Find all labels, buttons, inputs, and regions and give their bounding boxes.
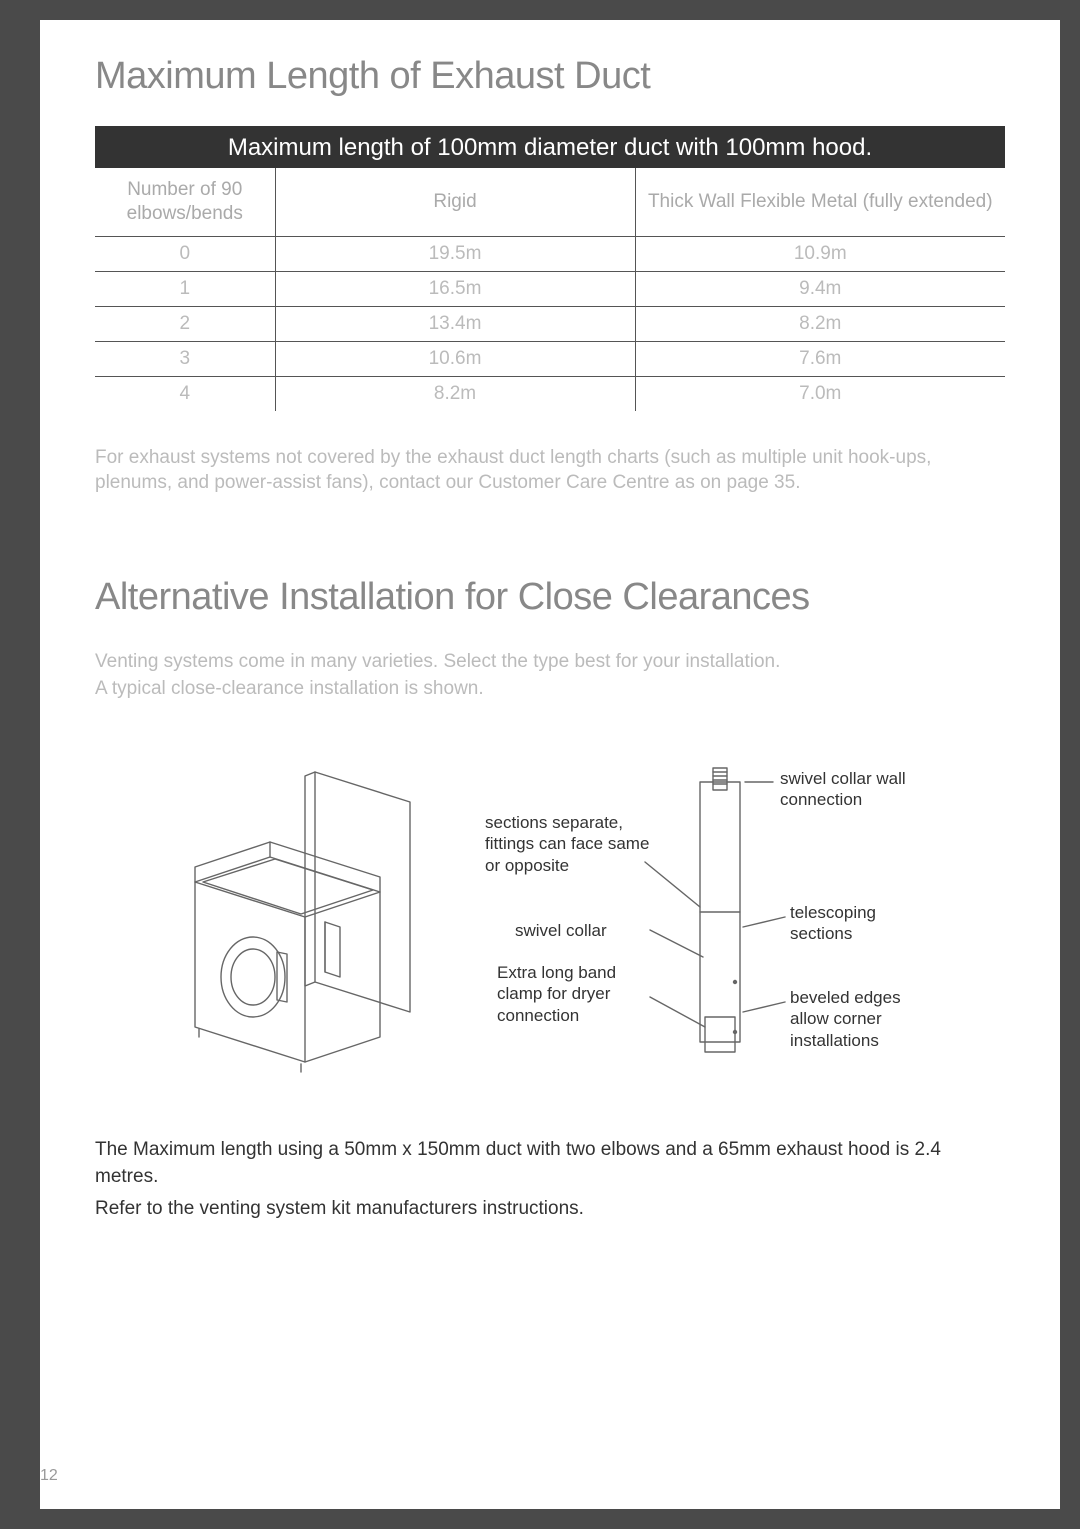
cell: 2: [95, 306, 275, 341]
cell: 4: [95, 376, 275, 411]
intro-line-1: Venting systems come in many varieties. …: [95, 649, 1005, 675]
cell: 3: [95, 341, 275, 376]
col-header-flexible: Thick Wall Flexible Metal (fully extende…: [635, 168, 1005, 236]
label-extra-long-clamp: Extra long band clamp for dryer connecti…: [497, 962, 627, 1026]
cell: 9.4m: [635, 271, 1005, 306]
table-header-row: Number of 90 elbows/bends Rigid Thick Wa…: [95, 168, 1005, 236]
table-row: 2 13.4m 8.2m: [95, 306, 1005, 341]
cell: 16.5m: [275, 271, 635, 306]
col-header-elbows: Number of 90 elbows/bends: [95, 168, 275, 236]
cell: 10.6m: [275, 341, 635, 376]
dryer-illustration: [175, 762, 435, 1082]
table-row: 4 8.2m 7.0m: [95, 376, 1005, 411]
diagram-area: sections separate, fittings can face sam…: [95, 762, 1005, 1082]
periscope-diagram: sections separate, fittings can face sam…: [485, 762, 925, 1082]
label-swivel-collar: swivel collar: [515, 920, 607, 941]
label-swivel-wall: swivel collar wall connection: [780, 768, 920, 811]
page-number: 12: [40, 1467, 58, 1485]
table-title: Maximum length of 100mm diameter duct wi…: [95, 128, 1005, 168]
cell: 7.6m: [635, 341, 1005, 376]
heading-alt-install: Alternative Installation for Close Clear…: [95, 576, 1005, 619]
note-after-table: For exhaust systems not covered by the e…: [95, 445, 1005, 496]
cell: 7.0m: [635, 376, 1005, 411]
bottom-paragraph-2: Refer to the venting system kit manufact…: [95, 1196, 1005, 1223]
label-sections-separate: sections separate, fittings can face sam…: [485, 812, 650, 876]
bottom-paragraph-1: The Maximum length using a 50mm x 150mm …: [95, 1137, 1005, 1190]
label-telescoping: telescoping sections: [790, 902, 910, 945]
col-header-rigid: Rigid: [275, 168, 635, 236]
cell: 13.4m: [275, 306, 635, 341]
table: Number of 90 elbows/bends Rigid Thick Wa…: [95, 168, 1005, 411]
cell: 8.2m: [635, 306, 1005, 341]
intro-line-2: A typical close-clearance installation i…: [95, 676, 1005, 702]
heading-max-length: Maximum Length of Exhaust Duct: [95, 55, 1005, 98]
cell: 0: [95, 236, 275, 271]
cell: 8.2m: [275, 376, 635, 411]
table-row: 0 19.5m 10.9m: [95, 236, 1005, 271]
label-beveled: beveled edges allow corner installations: [790, 987, 920, 1051]
duct-length-table: Maximum length of 100mm diameter duct wi…: [95, 126, 1005, 411]
table-row: 3 10.6m 7.6m: [95, 341, 1005, 376]
cell: 10.9m: [635, 236, 1005, 271]
cell: 19.5m: [275, 236, 635, 271]
cell: 1: [95, 271, 275, 306]
manual-page: Maximum Length of Exhaust Duct Maximum l…: [40, 20, 1060, 1509]
table-row: 1 16.5m 9.4m: [95, 271, 1005, 306]
